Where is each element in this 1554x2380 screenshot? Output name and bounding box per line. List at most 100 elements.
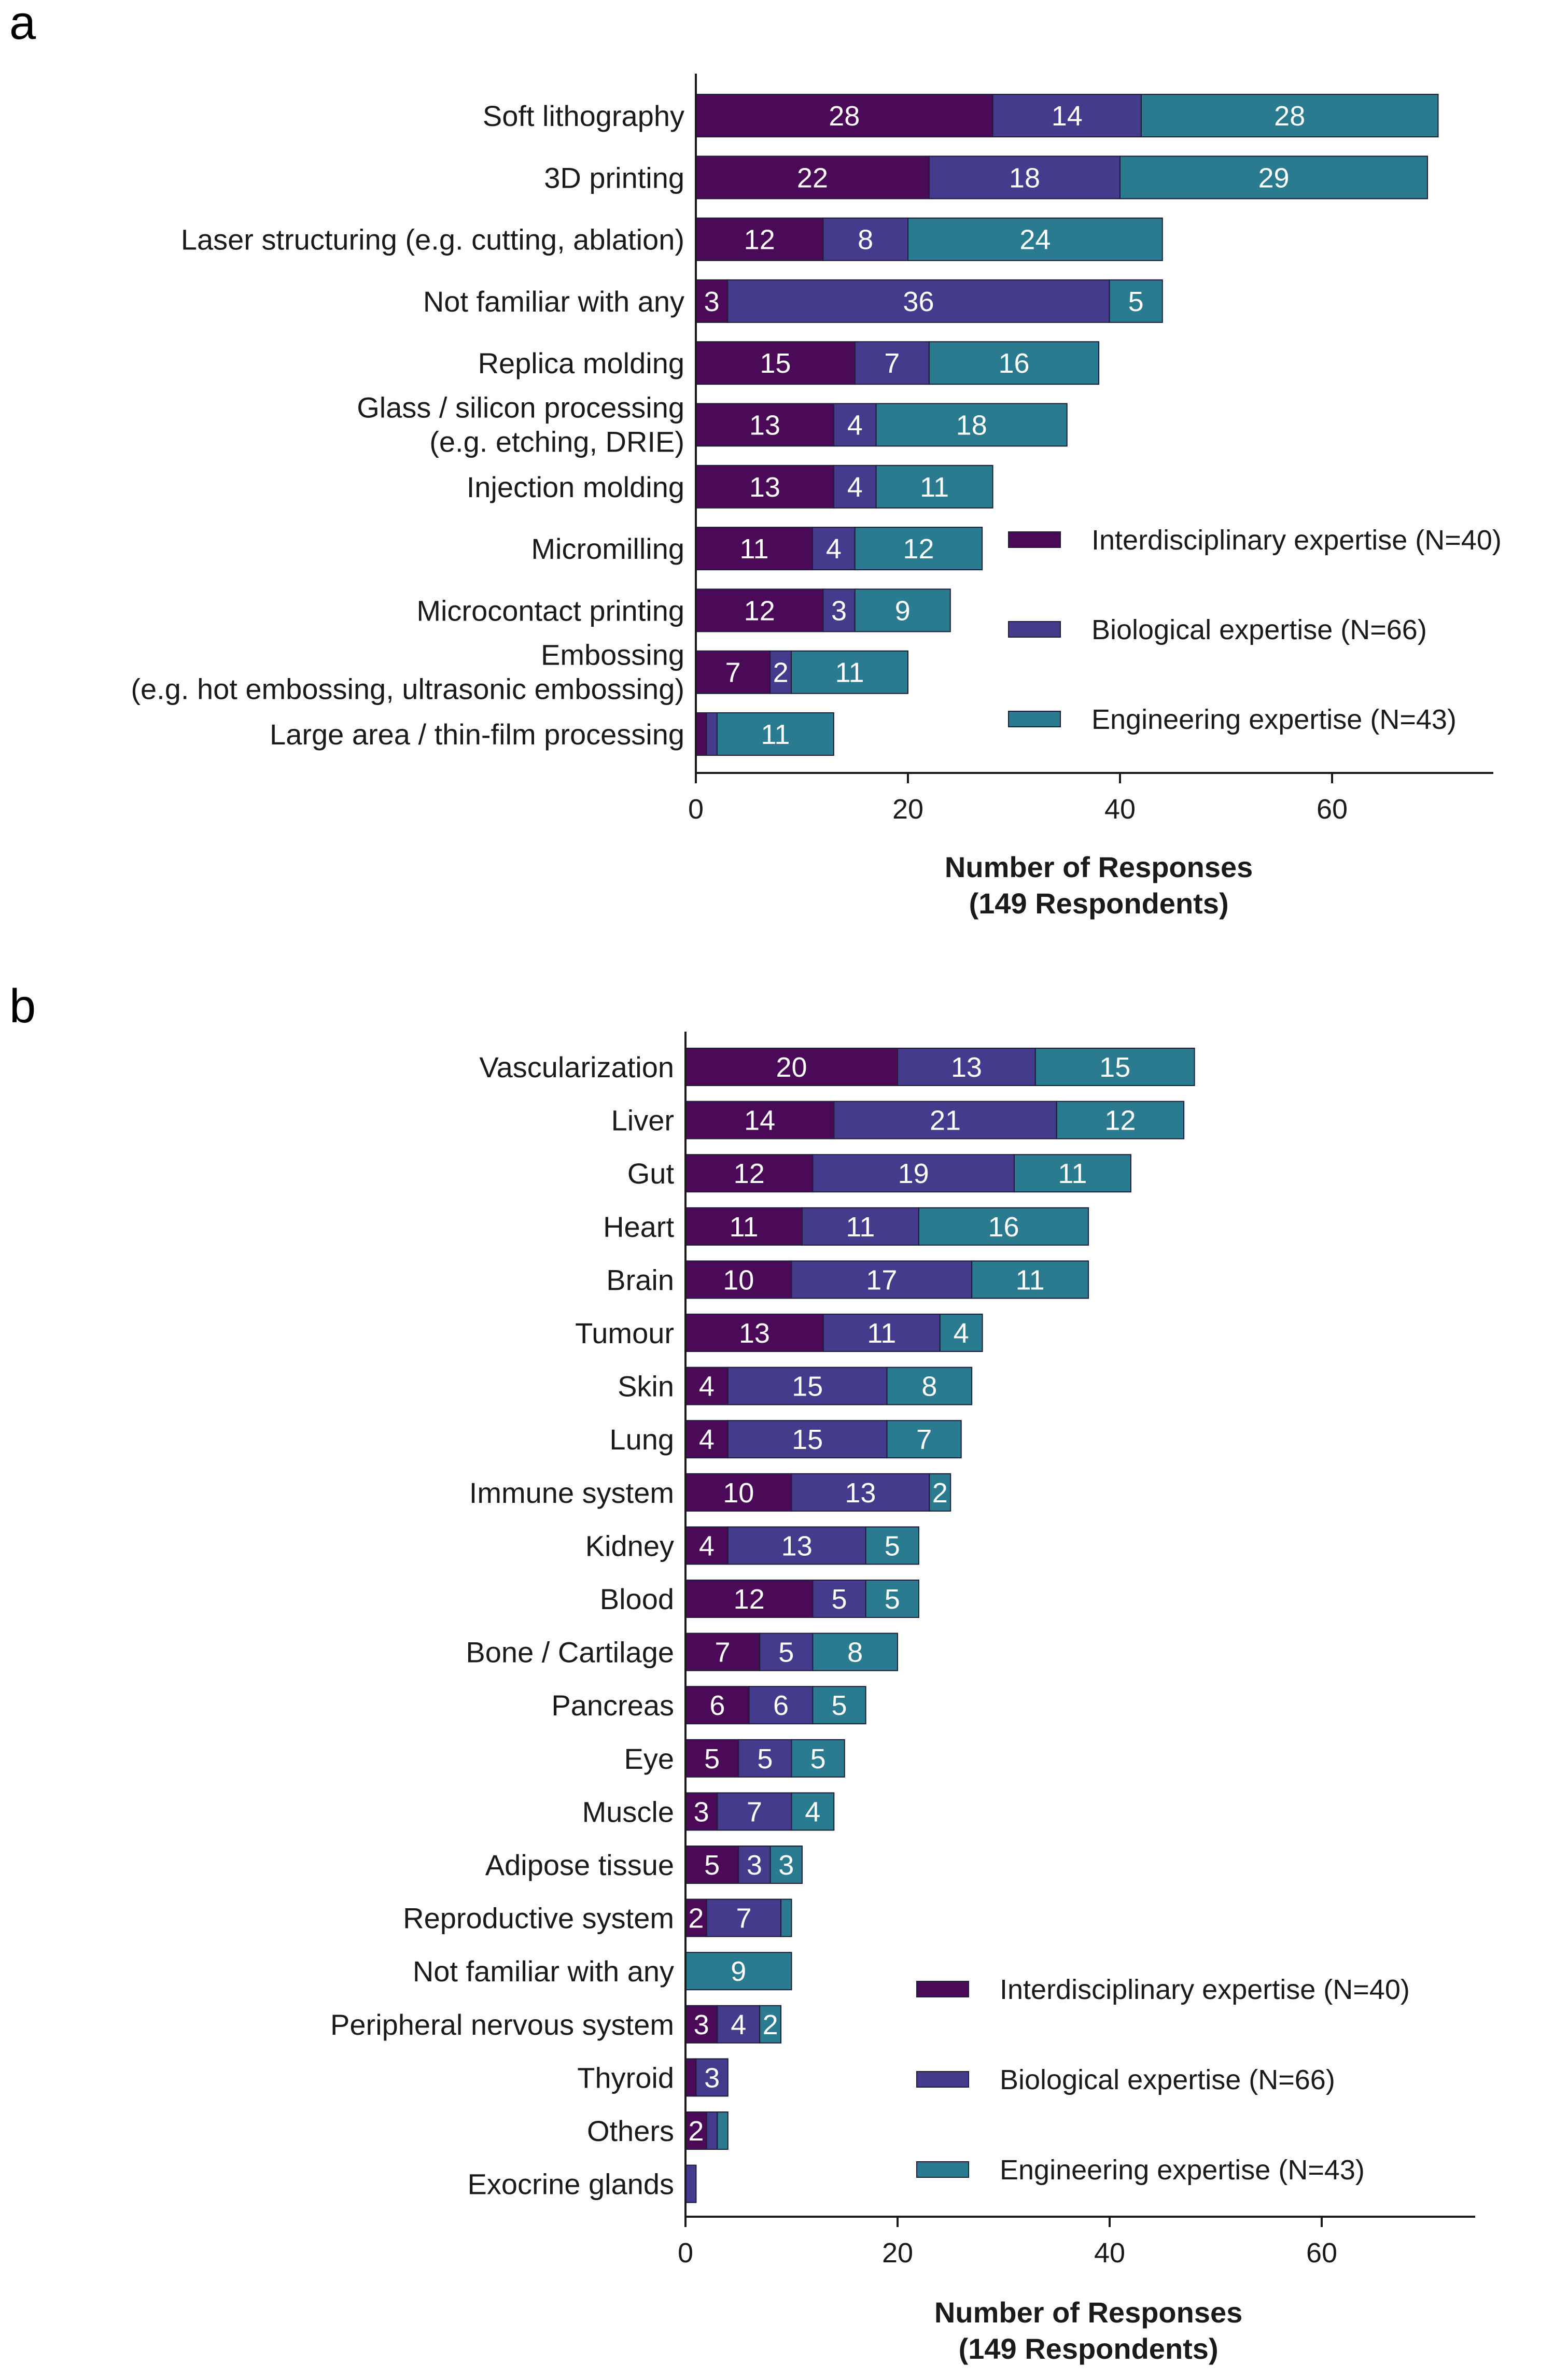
x-tick-label: 20 (882, 2237, 913, 2269)
category-label: Not familiar with any (413, 1955, 674, 1988)
legend-swatch (1008, 711, 1061, 727)
category-label: Tumour (575, 1317, 674, 1349)
data-label: 29 (1258, 162, 1289, 193)
bar-segment (685, 2058, 697, 2097)
data-label: 13 (749, 410, 780, 441)
category-label: Skin (618, 1370, 674, 1403)
bar-segment (865, 1580, 919, 1618)
data-label: 3 (778, 1850, 794, 1881)
x-tick-label: 0 (688, 794, 704, 825)
x-axis-label: Number of Responses (934, 2296, 1242, 2329)
data-label: 13 (739, 1318, 770, 1349)
panel-letter: a (9, 0, 36, 49)
bar-segment (685, 1314, 824, 1352)
data-label: 7 (725, 657, 741, 688)
data-label: 7 (747, 1796, 762, 1827)
data-label: 11 (1016, 1264, 1045, 1295)
bar-segment (875, 464, 993, 509)
category-label: Pancreas (551, 1689, 674, 1722)
data-label: 14 (1052, 101, 1083, 132)
bar-segment (685, 1898, 707, 1937)
data-label: 4 (847, 410, 863, 441)
data-label: 8 (847, 1637, 863, 1668)
bar-segment (769, 650, 792, 694)
bar-segment (695, 527, 813, 571)
bar-segment (928, 156, 1121, 200)
data-label: 22 (797, 162, 828, 193)
category-label: (e.g. etching, DRIE) (429, 426, 684, 458)
data-label: 16 (998, 348, 1029, 379)
bar-segment (727, 1367, 888, 1405)
data-label: 2 (763, 2009, 778, 2040)
data-label: 19 (898, 1158, 929, 1189)
data-label: 8 (858, 224, 873, 256)
bar-segment (685, 1632, 761, 1671)
data-label: 4 (826, 533, 842, 565)
bar-segment (716, 712, 834, 756)
data-label: 4 (731, 2009, 746, 2040)
data-label: 10 (723, 1477, 754, 1509)
bar-segment (886, 1420, 962, 1459)
bar-segment (685, 1154, 814, 1193)
bar-segment (759, 2005, 782, 2044)
bar-segment (791, 1260, 973, 1299)
bar-segment (685, 1952, 792, 1991)
bar-segment (865, 1526, 919, 1565)
bar-segment (939, 1314, 983, 1352)
bar-segment (791, 1792, 835, 1831)
data-label: 6 (773, 1690, 789, 1721)
bar-segment (833, 464, 877, 509)
bar-segment (695, 156, 930, 200)
bar-segment (685, 1367, 729, 1405)
category-label: Microcontact printing (416, 594, 684, 627)
bar-segment (685, 2164, 697, 2203)
bar-segment (695, 217, 824, 261)
data-label: 10 (723, 1264, 754, 1295)
data-label: 9 (895, 595, 911, 626)
data-label: 13 (845, 1477, 876, 1509)
data-label: 7 (736, 1903, 751, 1934)
category-label: Not familiar with any (423, 285, 684, 318)
bar-segment (1013, 1154, 1131, 1193)
data-label: 11 (761, 719, 790, 750)
data-label: 5 (704, 1743, 720, 1775)
data-label: 2 (688, 2116, 704, 2147)
data-label: 20 (776, 1052, 807, 1083)
category-label: Soft lithography (483, 100, 684, 132)
data-label: 28 (829, 101, 860, 132)
category-label: Vascularization (479, 1051, 674, 1083)
bar-segment (971, 1260, 1089, 1299)
bar-segment (1119, 156, 1429, 200)
legend-label: Biological expertise (N=66) (1091, 614, 1427, 645)
bar-segment (685, 1739, 739, 1778)
category-label: Lung (609, 1423, 674, 1456)
data-label: 4 (699, 1424, 715, 1455)
data-label: 5 (832, 1584, 847, 1615)
data-label: 5 (757, 1743, 773, 1775)
bar-segment (907, 217, 1163, 261)
bar-segment (791, 650, 909, 694)
data-label: 11 (729, 1212, 758, 1243)
category-label: Adipose tissue (485, 1849, 674, 1881)
legend-swatch (916, 2071, 969, 2088)
data-label: 5 (885, 1530, 900, 1561)
bar-segment (811, 527, 856, 571)
category-label: Bone / Cartilage (466, 1636, 674, 1669)
panel-letter: b (9, 980, 36, 1033)
bar-segment (727, 1526, 866, 1565)
bar-segment (918, 1207, 1089, 1246)
data-label: 7 (884, 348, 900, 379)
bar-segment (717, 2005, 761, 2044)
category-label: Replica molding (478, 347, 684, 379)
data-label: 12 (1104, 1105, 1136, 1136)
data-label: 15 (760, 348, 791, 379)
bar-segment (769, 1846, 803, 1884)
x-tick-label: 60 (1306, 2237, 1337, 2269)
data-label: 21 (930, 1105, 961, 1136)
legend-label: Interdisciplinary expertise (N=40) (1000, 1974, 1410, 2005)
data-label: 11 (1058, 1158, 1087, 1189)
bar-segment (875, 403, 1068, 447)
data-label: 7 (916, 1424, 932, 1455)
bar-segment (801, 1207, 919, 1246)
